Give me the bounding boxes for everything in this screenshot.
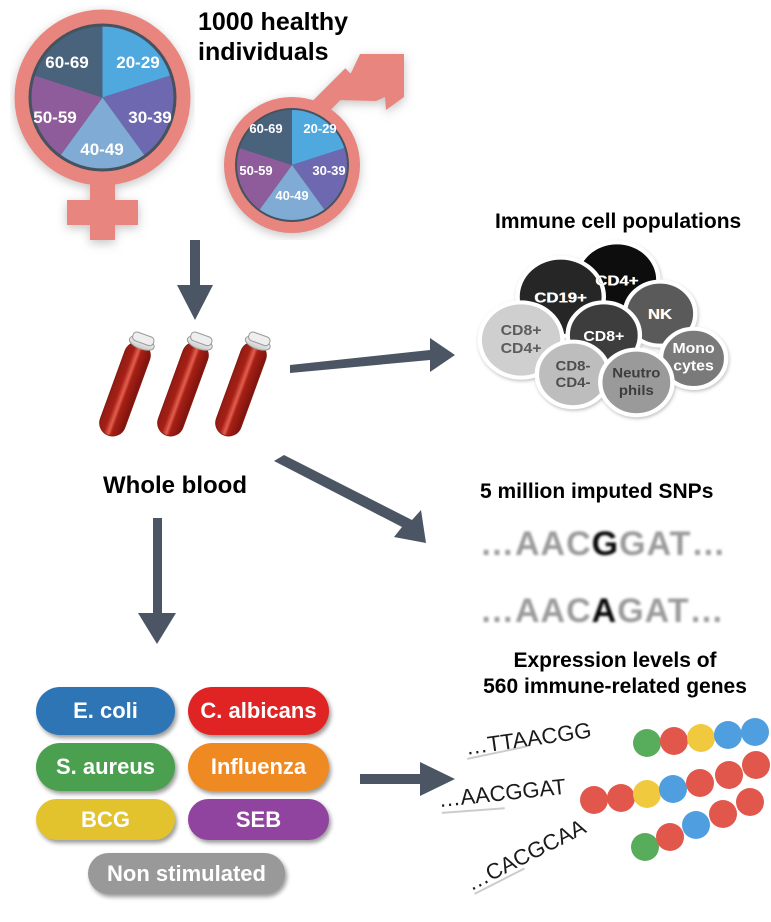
- svg-text:…CACGCAA: …CACGCAA: [462, 814, 590, 896]
- svg-text:…AACGGAT: …AACGGAT: [437, 774, 567, 812]
- svg-text:20-29: 20-29: [116, 53, 159, 72]
- svg-text:CD8+: CD8+: [583, 328, 624, 344]
- svg-text:CD19+: CD19+: [534, 290, 586, 306]
- svg-text:60-69: 60-69: [249, 121, 282, 136]
- svg-text:CD4-: CD4-: [556, 376, 591, 391]
- svg-text:phils: phils: [619, 384, 654, 399]
- svg-text:CD4+: CD4+: [595, 273, 638, 289]
- svg-text:NK: NK: [648, 307, 673, 323]
- svg-text:20-29: 20-29: [303, 121, 336, 136]
- svg-text:CD4+: CD4+: [501, 340, 542, 356]
- svg-text:30-39: 30-39: [312, 163, 345, 178]
- svg-text:40-49: 40-49: [80, 140, 123, 159]
- svg-text:…TTAACGG: …TTAACGG: [464, 717, 593, 759]
- svg-text:30-39: 30-39: [128, 108, 171, 127]
- svg-text:60-69: 60-69: [45, 53, 88, 72]
- svg-text:40-49: 40-49: [275, 188, 308, 203]
- svg-text:50-59: 50-59: [239, 163, 272, 178]
- svg-text:Neutro: Neutro: [612, 366, 660, 381]
- svg-text:50-59: 50-59: [33, 108, 76, 127]
- svg-text:Mono: Mono: [672, 340, 714, 356]
- svg-text:CD8+: CD8+: [501, 323, 542, 339]
- svg-text:cytes: cytes: [673, 358, 713, 374]
- svg-text:CD8-: CD8-: [556, 359, 591, 374]
